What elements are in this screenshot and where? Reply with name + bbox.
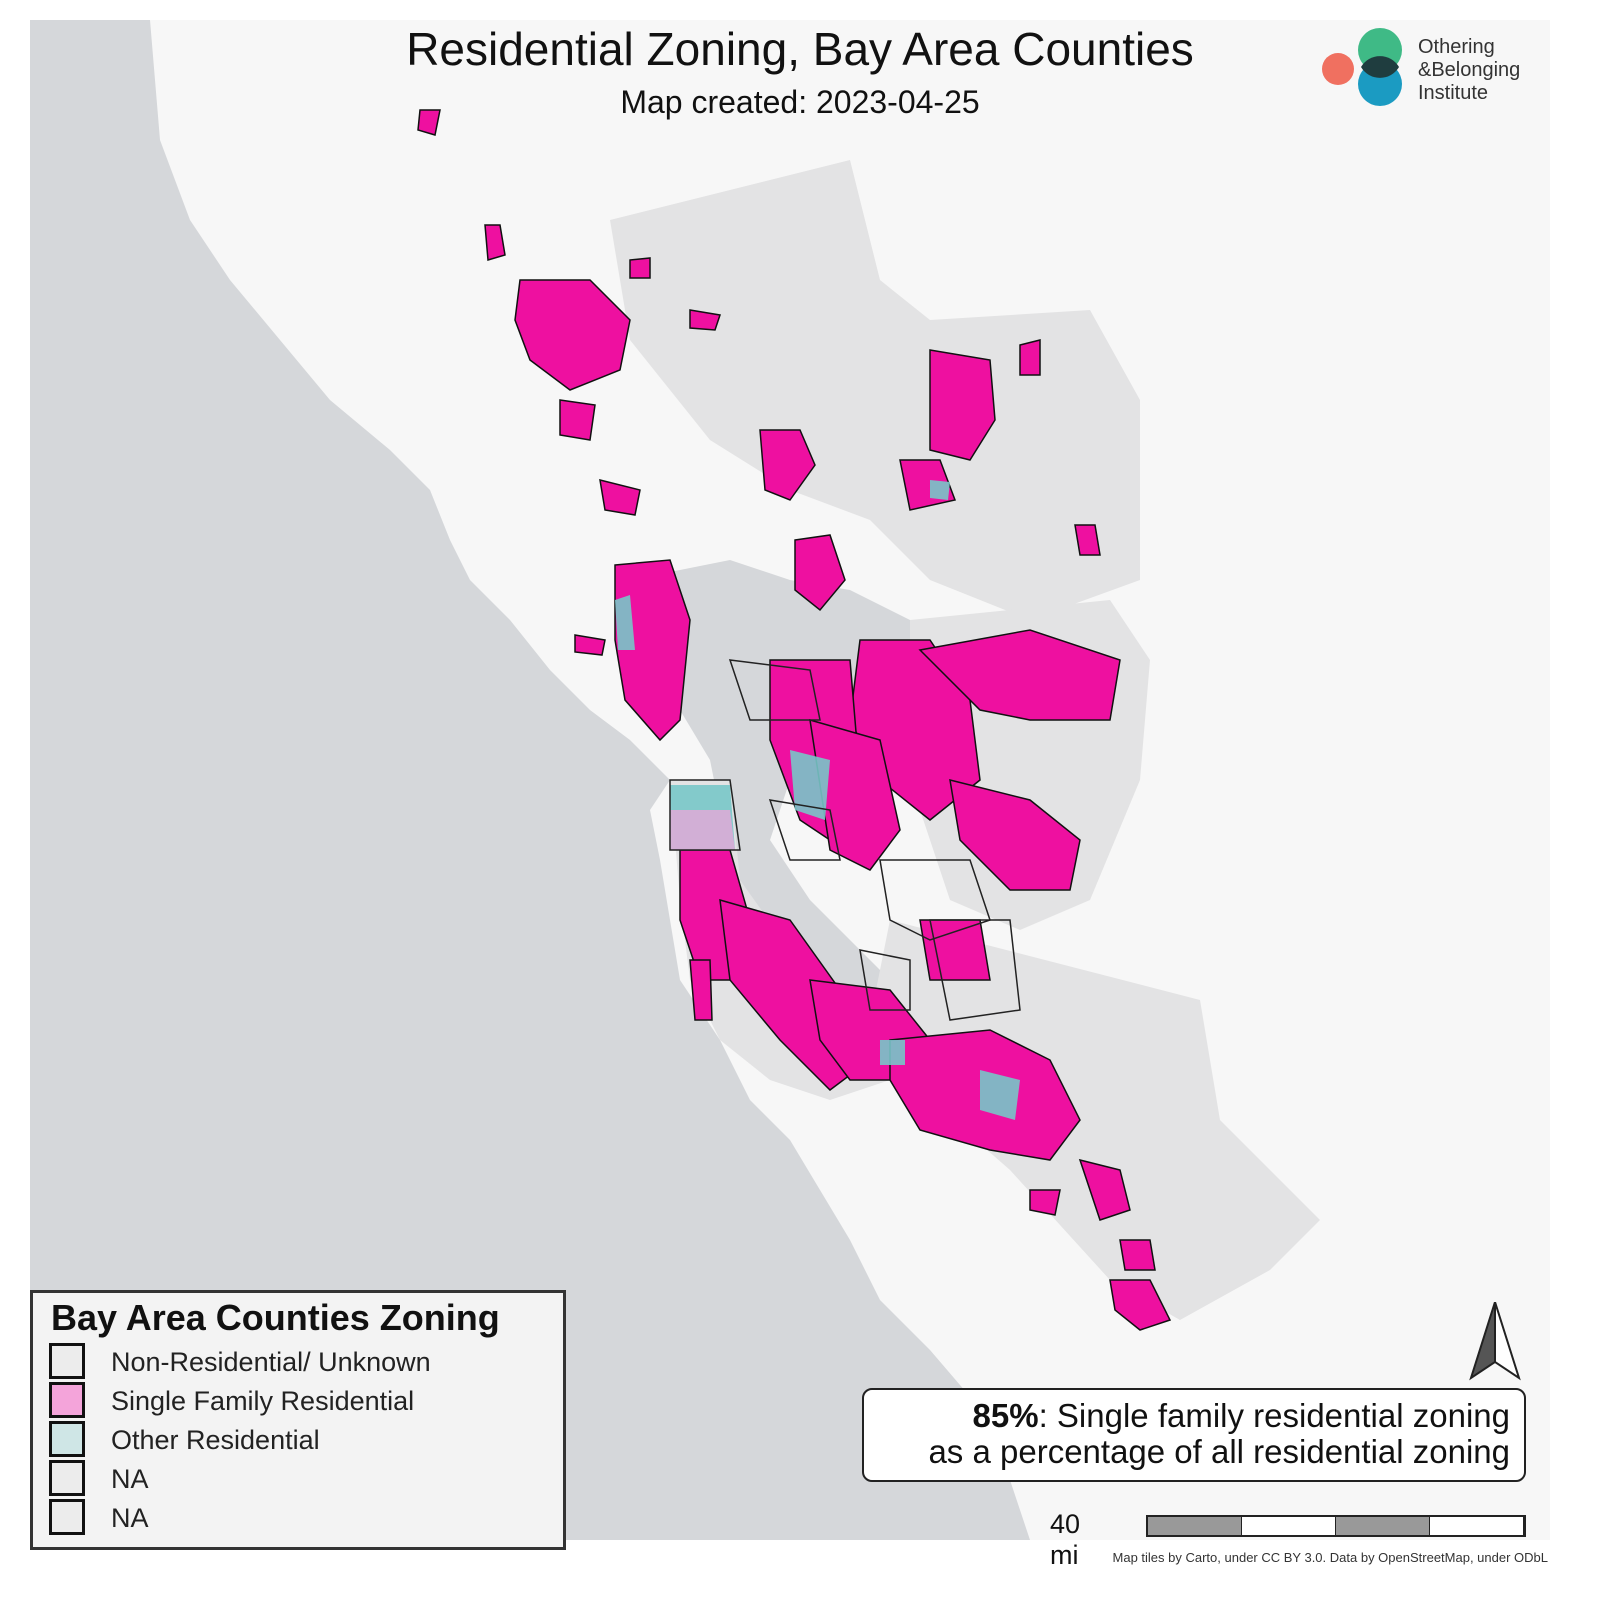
legend-swatch bbox=[49, 1421, 85, 1457]
scale-seg-light bbox=[1241, 1517, 1336, 1535]
logo-text-3: Institute bbox=[1418, 82, 1489, 104]
map-area[interactable] bbox=[30, 20, 1550, 1540]
legend-swatch bbox=[49, 1460, 85, 1496]
map-subtitle: Map created: 2023-04-25 bbox=[620, 84, 980, 120]
stat-line-1-text: : Single family residential zoning bbox=[1038, 1397, 1510, 1434]
single-family-zones bbox=[417, 109, 1172, 1331]
stat-line-1: 85%: Single family residential zoning bbox=[864, 1398, 1510, 1434]
scale-seg-dark bbox=[1336, 1517, 1429, 1535]
logo-circles-icon bbox=[1322, 28, 1402, 106]
scale-seg-light bbox=[1429, 1517, 1524, 1535]
legend-label: Single Family Residential bbox=[111, 1386, 415, 1416]
map-attribution: Map tiles by Carto, under CC BY 3.0. Dat… bbox=[1112, 1550, 1548, 1565]
legend-swatch bbox=[49, 1382, 85, 1418]
legend-title: Bay Area Counties Zoning bbox=[51, 1297, 500, 1338]
othering-belonging-logo: Othering &Belonging Institute bbox=[1320, 26, 1550, 112]
north-arrow-icon bbox=[1469, 1302, 1521, 1381]
legend-label: Other Residential bbox=[111, 1425, 320, 1455]
legend: Bay Area Counties Zoning Non-Residential… bbox=[30, 1290, 566, 1550]
stat-percent: 85% bbox=[972, 1397, 1039, 1434]
map-title: Residential Zoning, Bay Area Counties bbox=[406, 23, 1194, 75]
logo-text-2: &Belonging bbox=[1418, 59, 1521, 81]
scale-segments bbox=[1146, 1515, 1526, 1537]
legend-label: NA bbox=[111, 1464, 149, 1494]
logo-text-1: Othering bbox=[1418, 36, 1495, 58]
county-south bbox=[870, 920, 1320, 1320]
legend-swatch bbox=[49, 1343, 85, 1379]
jurisdiction-outlines bbox=[669, 659, 1021, 1021]
legend-swatch bbox=[49, 1499, 85, 1535]
summary-stat-box: 85%: Single family residential zoning as… bbox=[862, 1388, 1526, 1482]
legend-label: NA bbox=[111, 1503, 149, 1533]
scale-label: 40 mi bbox=[1050, 1509, 1081, 1570]
county-north bbox=[610, 160, 1140, 620]
scale-seg-dark bbox=[1148, 1517, 1241, 1535]
legend-label: Non-Residential/ Unknown bbox=[111, 1347, 431, 1377]
stat-line-2: as a percentage of all residential zonin… bbox=[928, 1433, 1510, 1470]
sf-city-pattern bbox=[670, 810, 735, 850]
basemap bbox=[30, 20, 1550, 1540]
